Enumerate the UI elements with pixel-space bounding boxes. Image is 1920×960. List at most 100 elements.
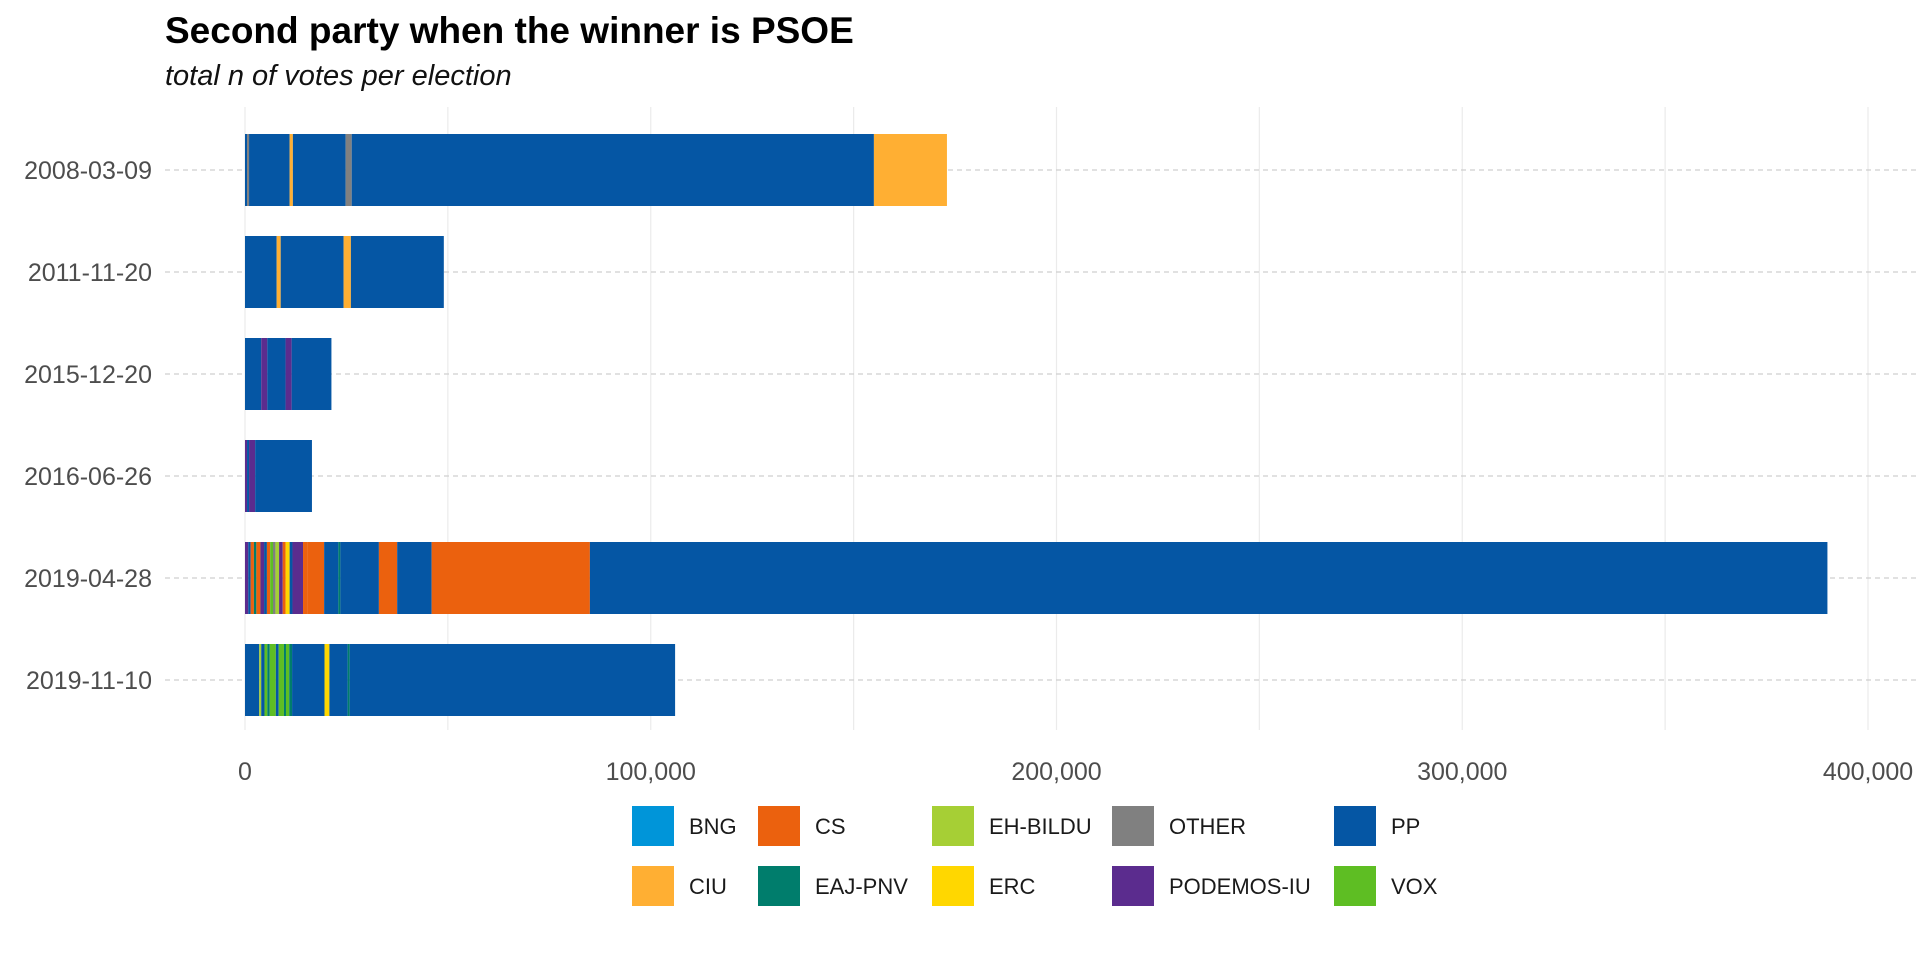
bar-segment-eaj-pnv bbox=[253, 542, 257, 614]
legend-swatch bbox=[932, 806, 974, 846]
legend-item-ciu: CIU bbox=[632, 866, 727, 906]
x-tick-label: 400,000 bbox=[1823, 758, 1913, 786]
bar-segment-podemos-iu bbox=[279, 542, 283, 614]
legend-label: EH-BILDU bbox=[989, 814, 1092, 839]
bar-segment-pp bbox=[249, 134, 290, 206]
legend-swatch bbox=[932, 866, 974, 906]
bar-segment-pp bbox=[261, 644, 265, 716]
chart-title: Second party when the winner is PSOE bbox=[165, 10, 854, 51]
bar-segment-podemos-iu bbox=[249, 440, 256, 512]
legend-swatch bbox=[1334, 806, 1376, 846]
bar-segment-pp bbox=[329, 644, 348, 716]
bar-segment-pp bbox=[351, 134, 874, 206]
bar-segment-cs bbox=[303, 542, 308, 614]
legend-item-erc: ERC bbox=[932, 866, 1036, 906]
legend-swatch bbox=[1334, 866, 1376, 906]
legend-label: PODEMOS-IU bbox=[1169, 874, 1311, 899]
bar-segment-erc bbox=[324, 644, 330, 716]
y-axis: 2008-03-09 2011-11-20 2015-12-20 2016-06-26… bbox=[24, 157, 152, 695]
x-tick-label: 0 bbox=[238, 758, 252, 786]
bar-segment-ciu bbox=[873, 134, 947, 206]
bar-segment-pp bbox=[245, 338, 262, 410]
bar-segment-cs bbox=[378, 542, 398, 614]
bar-segment-eaj-pnv bbox=[347, 644, 350, 716]
bar-stack-2019-11-10 bbox=[245, 644, 676, 716]
bar-segment-podemos-iu bbox=[285, 338, 292, 410]
bar-segment-eaj-pnv bbox=[267, 644, 270, 716]
bar-segment-pp bbox=[397, 542, 432, 614]
bar-segment-pp bbox=[245, 236, 277, 308]
bar-segment-pp bbox=[350, 236, 444, 308]
bar-segment-vox bbox=[264, 644, 268, 716]
bar-segment-pp bbox=[340, 542, 379, 614]
y-tick-label: 2011-11-20 bbox=[28, 259, 152, 287]
legend-label: ERC bbox=[989, 874, 1036, 899]
bar-segment-pp bbox=[245, 134, 248, 206]
bar-segment-eaj-pnv bbox=[289, 644, 293, 716]
bar-segment-vox bbox=[278, 644, 284, 716]
legend-label: BNG bbox=[689, 814, 737, 839]
legend-item-cs: CS bbox=[758, 806, 846, 846]
y-tick-label: 2019-04-28 bbox=[24, 565, 152, 593]
legend: BNG CS EH-BILDU OTHER PP CIU EAJ-PNV ERC PODEMOS… bbox=[632, 806, 1438, 906]
legend-swatch bbox=[1112, 866, 1154, 906]
bar-stack-2008-03-09 bbox=[245, 134, 947, 206]
x-axis: 0 100,000 200,000 300,000 400,000 bbox=[238, 758, 1913, 786]
bar-segment-podemos-iu bbox=[261, 338, 268, 410]
bar-segment-pp bbox=[291, 338, 332, 410]
legend-item-eh-bildu: EH-BILDU bbox=[932, 806, 1092, 846]
bar-segment-vox bbox=[285, 644, 290, 716]
y-tick-label: 2016-06-26 bbox=[24, 463, 152, 491]
legend-item-pp: PP bbox=[1334, 806, 1420, 846]
bar-segment-podemos-iu bbox=[292, 542, 304, 614]
legend-label: CS bbox=[815, 814, 846, 839]
bar-segment-cs bbox=[307, 542, 325, 614]
bar-segment-vox bbox=[270, 542, 273, 614]
bar-segment-eaj-pnv bbox=[338, 542, 341, 614]
bar-segment-other bbox=[247, 134, 250, 206]
bar-segment-other bbox=[272, 542, 276, 614]
bar-stack-2016-06-26 bbox=[245, 440, 312, 512]
bar-segment-pp bbox=[589, 542, 1828, 614]
bar-segment-pp bbox=[289, 542, 293, 614]
legend-item-other: OTHER bbox=[1112, 806, 1246, 846]
bar-stack-2011-11-20 bbox=[245, 236, 444, 308]
bar-segment-pp bbox=[275, 644, 279, 716]
bar-segment-ciu bbox=[343, 236, 351, 308]
y-tick-label: 2008-03-09 bbox=[24, 157, 152, 185]
legend-item-eaj-pnv: EAJ-PNV bbox=[758, 866, 908, 906]
bars-layer bbox=[245, 134, 1828, 716]
bar-segment-pp bbox=[349, 644, 676, 716]
bar-segment-cs bbox=[431, 542, 590, 614]
legend-label: PP bbox=[1391, 814, 1420, 839]
bar-segment-pp bbox=[245, 644, 260, 716]
legend-label: CIU bbox=[689, 874, 727, 899]
y-tick-label: 2019-11-10 bbox=[26, 667, 152, 695]
legend-label: EAJ-PNV bbox=[815, 874, 908, 899]
bar-segment-pp bbox=[292, 644, 325, 716]
legend-label: OTHER bbox=[1169, 814, 1246, 839]
bar-segment-eaj-pnv bbox=[283, 644, 286, 716]
legend-item-vox: VOX bbox=[1334, 866, 1438, 906]
bar-segment-cs bbox=[250, 542, 254, 614]
bar-segment-eh-bildu bbox=[275, 542, 280, 614]
bar-segment-eh-bildu bbox=[259, 644, 262, 716]
bar-segment-pp bbox=[247, 440, 250, 512]
legend-swatch bbox=[632, 806, 674, 846]
bar-segment-ciu bbox=[289, 134, 293, 206]
x-tick-label: 200,000 bbox=[1011, 758, 1101, 786]
bar-segment-podemos-iu bbox=[245, 542, 249, 614]
bar-segment-cs bbox=[266, 542, 271, 614]
bar-stack-2019-04-28 bbox=[245, 542, 1828, 614]
legend-item-podemos-iu: PODEMOS-IU bbox=[1112, 866, 1311, 906]
x-tick-label: 100,000 bbox=[606, 758, 696, 786]
y-tick-label: 2015-12-20 bbox=[24, 361, 152, 389]
bar-segment-pp bbox=[292, 134, 346, 206]
legend-swatch bbox=[758, 866, 800, 906]
legend-label: VOX bbox=[1391, 874, 1438, 899]
legend-swatch bbox=[632, 866, 674, 906]
bar-segment-erc bbox=[285, 542, 290, 614]
bar-segment-pp bbox=[324, 542, 339, 614]
bar-segment-pp bbox=[255, 440, 312, 512]
